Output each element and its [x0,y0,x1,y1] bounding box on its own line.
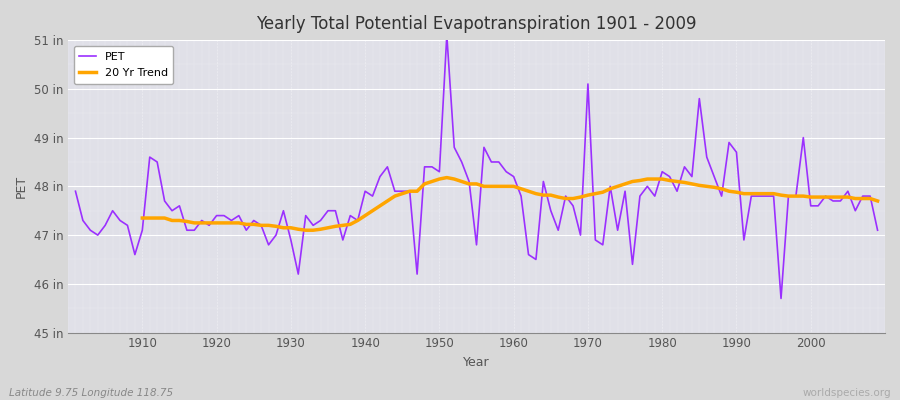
20 Yr Trend [850,196,860,201]
20 Yr Trend [828,195,839,200]
X-axis label: Year: Year [464,356,490,369]
20 Yr Trend [872,198,883,203]
PET [516,194,526,198]
PET [130,252,140,257]
Title: Yearly Total Potential Evapotranspiration 1901 - 2009: Yearly Total Potential Evapotranspiratio… [256,15,697,33]
PET [872,228,883,233]
PET [776,296,787,301]
PET [508,174,519,179]
20 Yr Trend [441,175,452,180]
Line: PET: PET [76,35,878,298]
Y-axis label: PET: PET [15,175,28,198]
PET [338,238,348,242]
PET [605,184,616,189]
Text: worldspecies.org: worldspecies.org [803,388,891,398]
20 Yr Trend [278,225,289,230]
PET [292,272,303,276]
Line: 20 Yr Trend: 20 Yr Trend [142,178,878,230]
20 Yr Trend [301,228,311,233]
20 Yr Trend [590,191,601,196]
PET [441,33,452,38]
20 Yr Trend [315,227,326,232]
Legend: PET, 20 Yr Trend: PET, 20 Yr Trend [74,46,174,84]
20 Yr Trend [530,191,541,196]
20 Yr Trend [137,216,148,220]
PET [70,189,81,194]
Text: Latitude 9.75 Longitude 118.75: Latitude 9.75 Longitude 118.75 [9,388,173,398]
